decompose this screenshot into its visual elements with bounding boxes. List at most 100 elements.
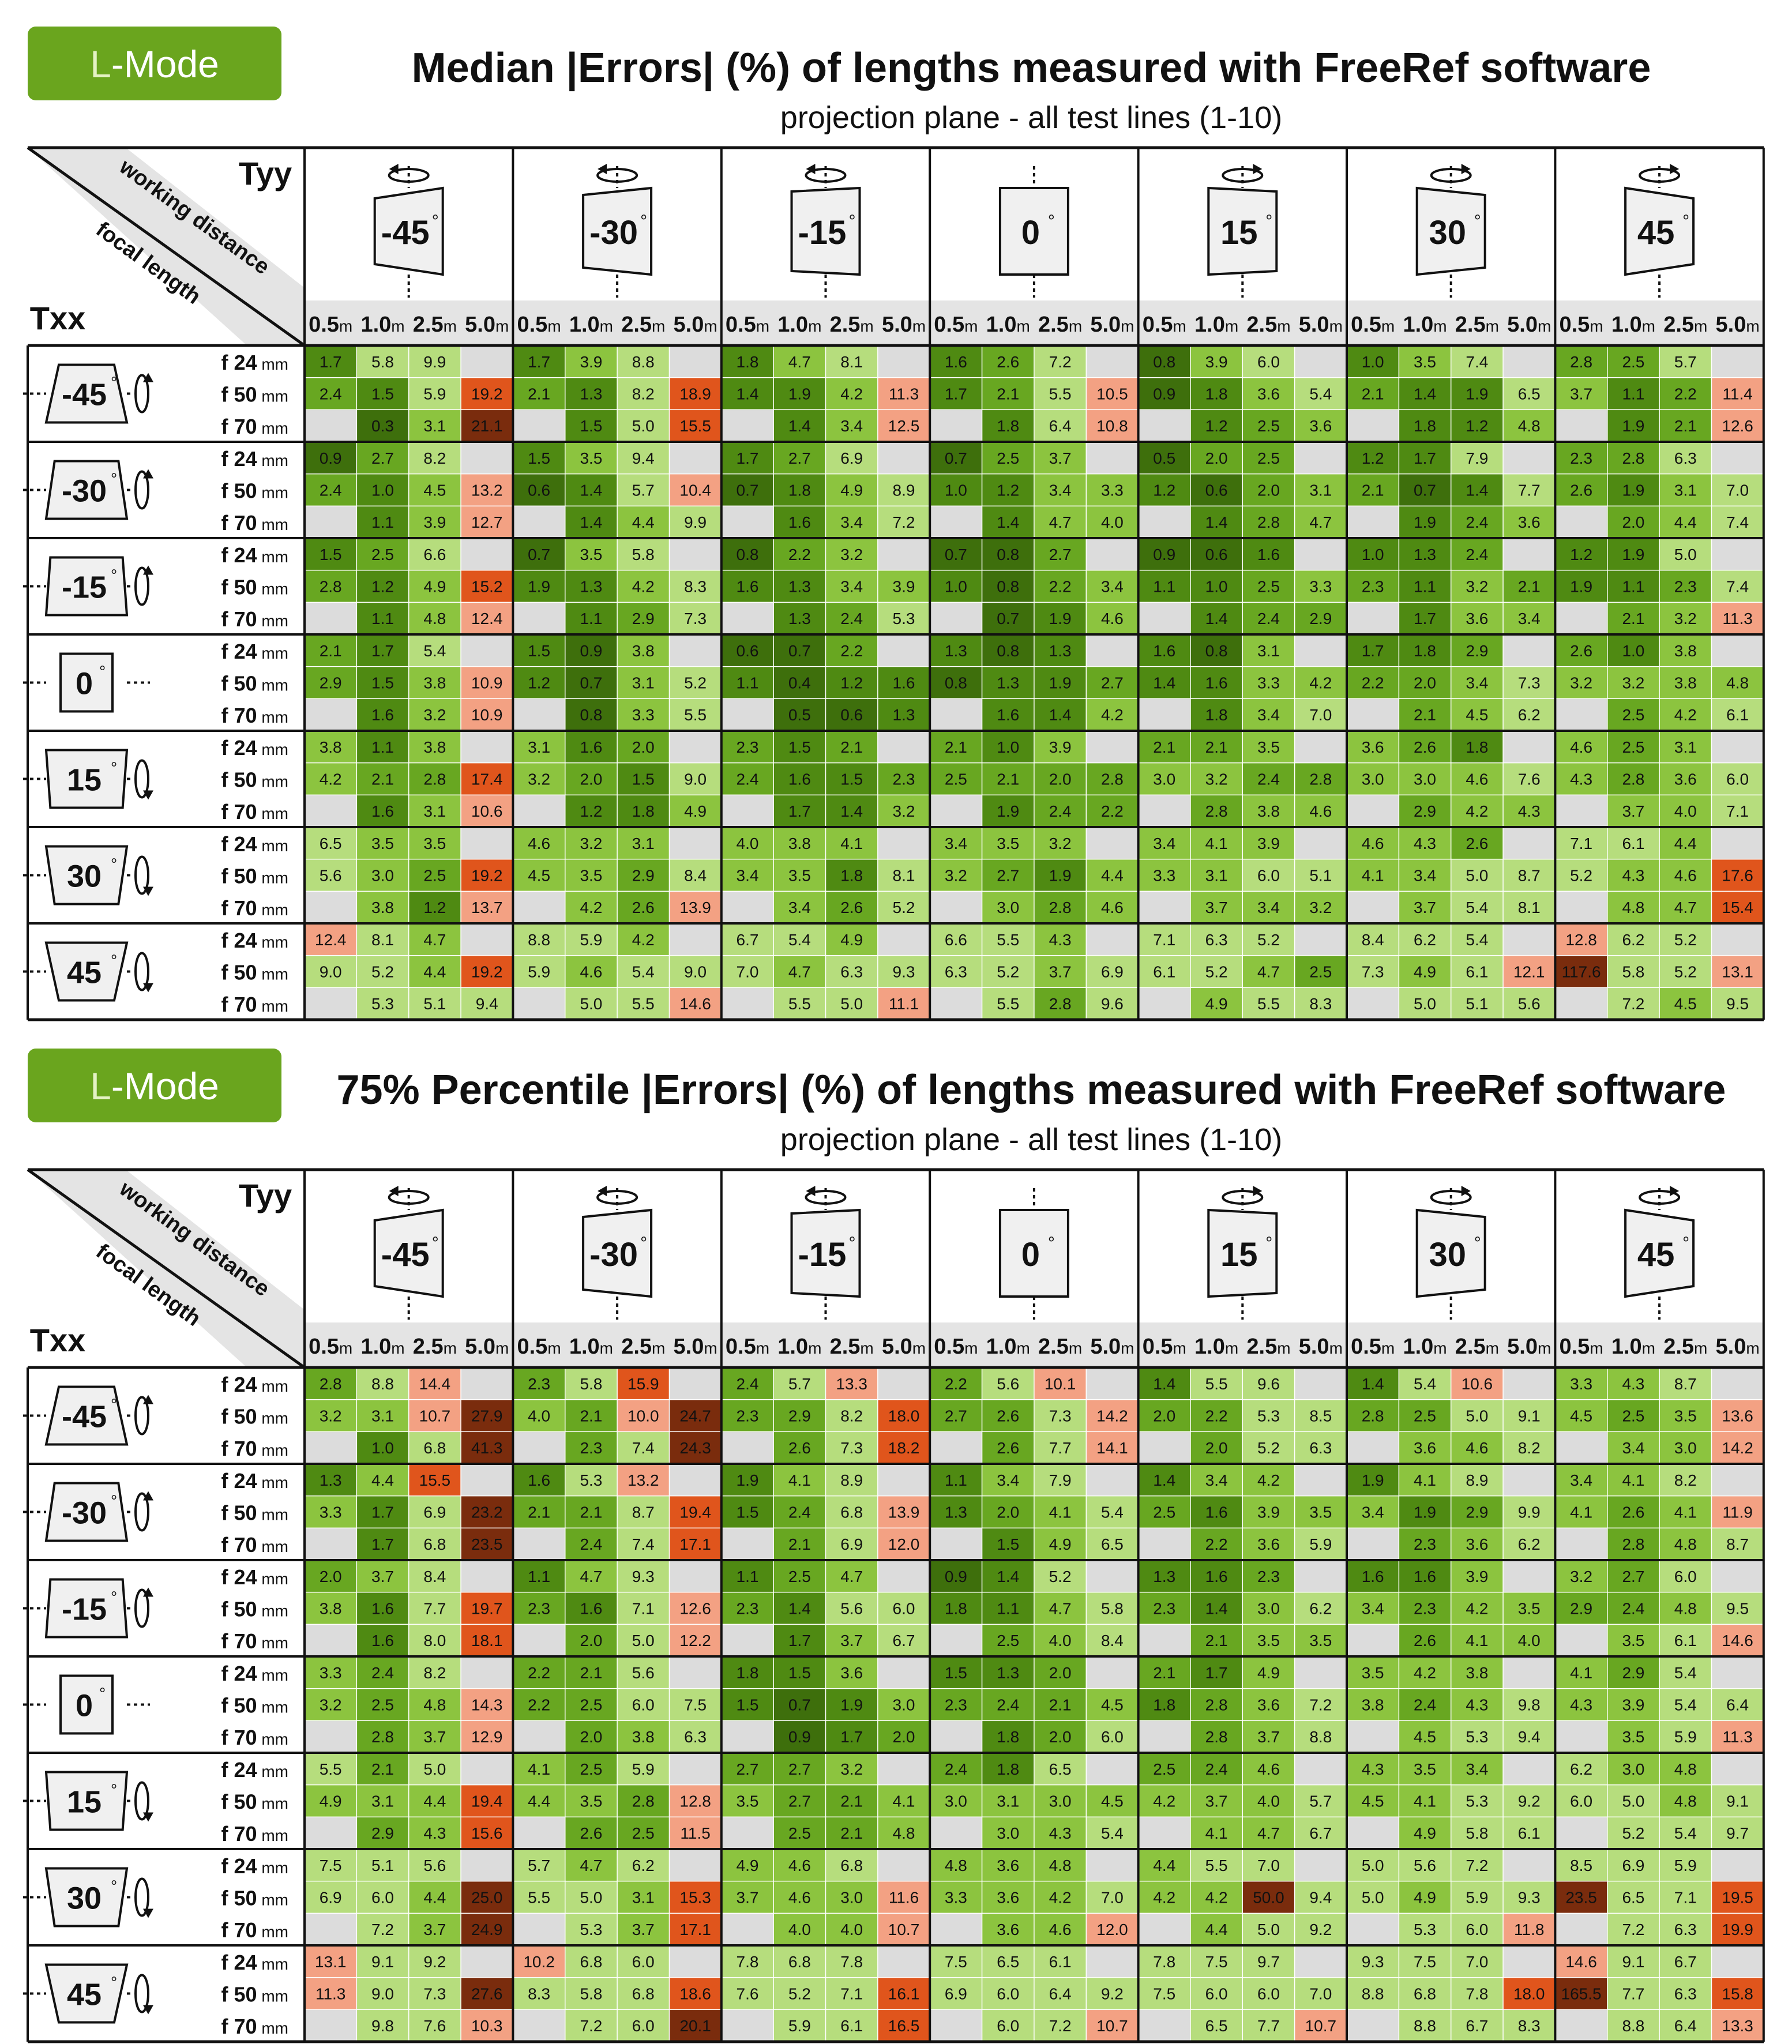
focal-label: f 70 mm xyxy=(221,1437,288,1460)
cell-value: 1.9 xyxy=(1414,513,1436,531)
cell-value: 6.5 xyxy=(1101,1535,1124,1553)
cell-value: 4.5 xyxy=(1570,1407,1592,1425)
tyy-rotation-icon: 15 ° xyxy=(1207,1186,1278,1320)
cell-value: 2.2 xyxy=(1362,674,1384,692)
cell-value: 4.9 xyxy=(840,931,863,949)
txx-angle-label: 15 xyxy=(67,763,102,798)
cell-value: 7.3 xyxy=(423,1985,446,2003)
focal-value: f 24 xyxy=(221,447,257,471)
tilted-plane-shape xyxy=(790,1208,861,1298)
cell-value: 1.3 xyxy=(1414,546,1436,563)
data-cell xyxy=(512,1624,566,1658)
data-cell xyxy=(565,1624,618,1658)
cell-value: 3.4 xyxy=(1622,1439,1644,1457)
data-cell xyxy=(721,473,775,507)
cell-value: 9.4 xyxy=(476,995,498,1013)
arrow-head-icon xyxy=(389,164,399,174)
data-cell xyxy=(1607,634,1660,667)
focal-label: f 70 mm xyxy=(221,896,288,920)
focal-unit: mm xyxy=(257,1730,288,1748)
data-cell xyxy=(825,1913,879,1947)
data-cell xyxy=(1450,987,1504,1021)
data-cell xyxy=(408,1495,462,1529)
cell-value: 5.9 xyxy=(1309,1535,1332,1553)
cell-value: 10.7 xyxy=(1305,2017,1337,2035)
data-cell xyxy=(825,569,879,603)
data-cell xyxy=(460,891,514,925)
data-cell xyxy=(565,634,618,667)
cell-value: 2.4 xyxy=(737,771,759,788)
cell-value: 6.1 xyxy=(1726,706,1749,724)
cell-value: 0.7 xyxy=(528,546,550,563)
data-cell xyxy=(1034,441,1087,475)
data-cell xyxy=(773,505,827,539)
cell-value: 7.1 xyxy=(1674,1889,1697,1907)
cell-value: 0.7 xyxy=(580,674,602,692)
data-cell xyxy=(1659,409,1712,443)
cell-value: 3.1 xyxy=(632,835,655,852)
cell-value: 4.0 xyxy=(737,835,759,852)
data-cell xyxy=(1554,1880,1608,1914)
data-cell xyxy=(825,473,879,507)
data-cell xyxy=(825,1977,879,2011)
tilted-plane-shape xyxy=(373,186,444,276)
cell-value: 2.7 xyxy=(1101,674,1124,692)
cell-value: 5.2 xyxy=(1622,1824,1644,1842)
data-cell xyxy=(1346,1591,1400,1625)
cell-value: 7.9 xyxy=(1466,449,1488,467)
data-cell xyxy=(668,1816,723,1850)
cell-value: 8.9 xyxy=(1466,1471,1488,1489)
cell-value: 3.4 xyxy=(1049,482,1072,499)
data-cell xyxy=(877,1431,931,1465)
cell-value: 1.7 xyxy=(528,353,550,371)
data-cell xyxy=(1294,409,1348,443)
focal-label: f 70 mm xyxy=(221,1822,288,1846)
tilted-plane-shape xyxy=(44,1482,129,1542)
cell-value: 8.2 xyxy=(840,1407,863,1425)
cell-value: 15.5 xyxy=(419,1471,451,1489)
distance-value: 5.0 xyxy=(465,313,495,337)
data-cell xyxy=(1711,345,1765,378)
data-cell xyxy=(721,1656,775,1689)
data-cell xyxy=(929,505,983,539)
cell-value: 10.6 xyxy=(471,802,503,820)
data-cell xyxy=(1346,377,1400,411)
cell-value: 1.2 xyxy=(1570,546,1592,563)
cell-value: 3.2 xyxy=(423,706,446,724)
data-cell xyxy=(825,1720,879,1754)
data-cell xyxy=(1607,1656,1660,1689)
focal-label: f 50 mm xyxy=(221,1501,288,1525)
distance-label: 2.5m xyxy=(1246,313,1290,337)
data-cell xyxy=(877,923,931,956)
data-cell xyxy=(668,762,723,796)
cell-value: 1.5 xyxy=(840,771,863,788)
cell-value: 3.3 xyxy=(1153,867,1175,885)
cell-value: 2.4 xyxy=(1049,802,1072,820)
cell-value: 2.0 xyxy=(1049,1728,1072,1746)
cell-value: 5.6 xyxy=(1414,1857,1436,1874)
cell-value: 1.9 xyxy=(1049,674,1072,692)
data-cell xyxy=(1085,826,1139,860)
focal-unit: mm xyxy=(257,1699,288,1716)
data-cell xyxy=(304,730,358,764)
rotation-arrow-icon xyxy=(596,168,638,183)
cell-value: 4.6 xyxy=(580,963,602,981)
data-cell xyxy=(1085,1463,1139,1497)
data-cell xyxy=(1711,1784,1765,1818)
data-cell xyxy=(1554,505,1608,539)
data-cell xyxy=(1085,1816,1139,1850)
data-cell xyxy=(1294,666,1348,700)
data-cell xyxy=(1711,538,1765,571)
cell-value: 10.6 xyxy=(1462,1375,1493,1393)
data-cell xyxy=(981,1816,1035,1850)
distance-value: 5.0 xyxy=(465,1335,495,1359)
data-cell xyxy=(304,955,358,989)
cell-value: 3.4 xyxy=(1518,610,1541,628)
cell-value: 2.6 xyxy=(1570,642,1592,660)
cell-value: 1.6 xyxy=(371,802,394,820)
cell-value: 2.8 xyxy=(1622,449,1644,467)
txx-angle-label: 15 xyxy=(67,1785,102,1820)
distance-label: 2.5m xyxy=(621,1335,665,1359)
cell-value: 3.4 xyxy=(945,835,967,852)
cell-value: 4.1 xyxy=(1570,1504,1592,1521)
